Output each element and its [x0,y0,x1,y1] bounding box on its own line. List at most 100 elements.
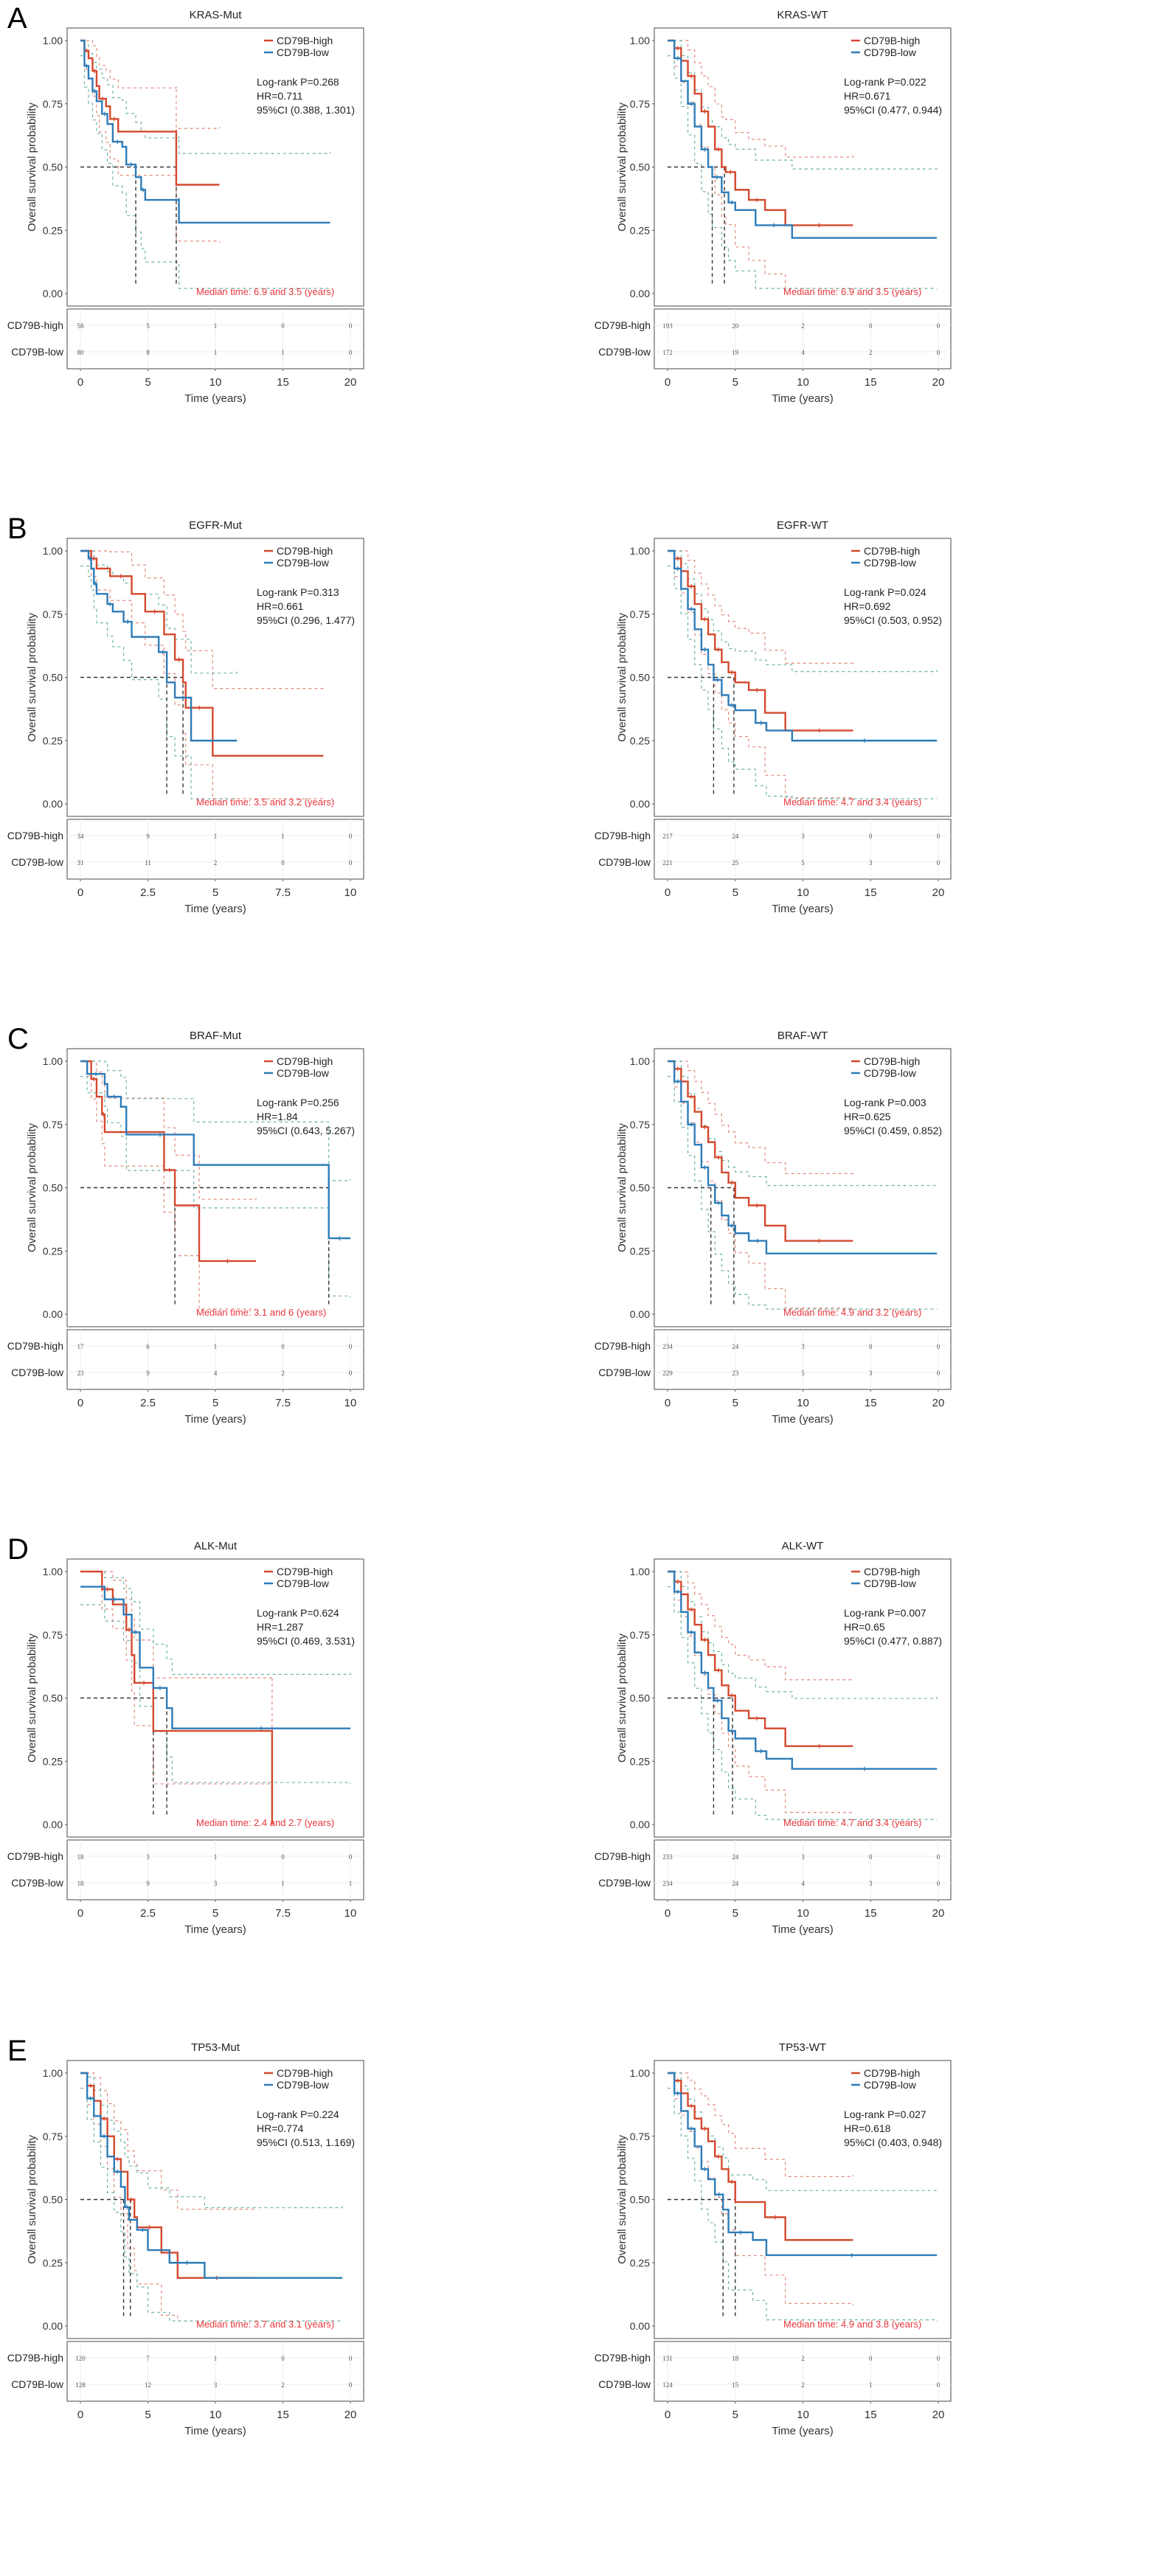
x-tick-label: 20 [932,1907,945,1920]
y-tick-label: 0.75 [630,2131,650,2142]
x-tick-label: 15 [865,376,877,389]
y-tick-label: 1.00 [630,545,650,557]
y-tick-label: 0.50 [630,672,650,684]
y-tick-label: 1.00 [630,2067,650,2079]
y-axis-label: Overall survival probability [616,1122,628,1252]
stat-line: Log-rank P=0.268 [257,76,339,88]
risk-count: 6 [146,1343,150,1350]
panel-letter: E [7,2035,27,2067]
low-ci-upper [80,2072,343,2209]
y-tick-label: 0.75 [43,2131,63,2142]
km-curve-high [668,2072,853,2241]
legend-label: CD79B-low [864,2079,917,2091]
low-ci-lower [668,565,938,799]
y-tick-label: 0.00 [630,1308,650,1320]
low-ci-lower [668,1586,938,1820]
stat-line: Log-rank P=0.313 [257,586,339,598]
legend-label: CD79B-high [277,1055,333,1067]
plot-frame [66,538,364,817]
y-tick-label: 0.75 [630,1119,650,1131]
y-tick-label: 0.00 [43,1819,63,1830]
risk-row-label: CD79B-high [595,1340,651,1352]
stat-line: Log-rank P=0.022 [844,76,926,88]
x-tick-label: 20 [932,376,945,389]
risk-count: 0 [281,1853,285,1861]
y-tick-label: 0.00 [43,798,63,810]
x-tick-label: 5 [732,376,738,389]
y-tick-label: 0.00 [630,288,650,299]
stat-line: 95%CI (0.477, 0.887) [844,1635,942,1647]
x-tick-label: 0 [77,376,83,389]
risk-count: 0 [281,2355,285,2362]
risk-count: 193 [662,322,673,330]
risk-row-label: CD79B-low [598,856,651,868]
y-tick-label: 0.00 [43,1308,63,1320]
risk-count: 0 [937,859,941,867]
median-time-label: Median time: 4.7 and 3.4 (years) [783,796,921,808]
risk-row-label: CD79B-low [11,856,64,868]
low-ci-lower [668,1075,938,1310]
risk-count: 4 [801,1880,805,1887]
stat-line: HR=1.287 [257,1621,304,1633]
median-time-label: Median time: 2.4 and 2.7 (years) [196,1817,334,1828]
y-axis-label: Overall survival probability [26,2134,38,2264]
plot-title: ALK-WT [782,1540,824,1552]
risk-count: 128 [75,2381,86,2389]
plot-title: BRAF-Mut [190,1030,242,1042]
risk-count: 0 [937,322,941,330]
x-tick-label: 10 [797,2409,809,2421]
y-tick-label: 0.25 [43,2257,63,2268]
y-tick-label: 0.75 [630,98,650,110]
risk-row-label: CD79B-low [598,346,651,358]
risk-count: 0 [937,1880,941,1887]
risk-count: 1 [349,1880,353,1887]
plot-title: EGFR-WT [777,519,828,532]
km-panel-kras-wt: KRAS-WT 0.00 0.25 0.50 0.75 1.00 Overall survi… [595,9,952,405]
risk-count: 0 [349,2355,353,2362]
y-tick-label: 0.25 [630,224,650,236]
risk-count: 11 [145,859,151,867]
risk-row-label: CD79B-low [11,346,64,358]
risk-count: 0 [349,2381,353,2389]
stat-line: HR=0.625 [844,1111,891,1122]
risk-count: 3 [214,2381,218,2389]
risk-count: 0 [869,833,873,840]
risk-row-label: CD79B-low [11,1877,64,1889]
risk-count: 2 [281,2381,285,2389]
stat-line: HR=0.671 [844,90,891,102]
risk-count: 24 [732,1853,739,1861]
risk-count: 4 [214,1369,218,1377]
high-ci-lower [80,1075,256,1310]
stat-line: HR=0.661 [257,600,304,612]
x-tick-label: 0 [77,1907,83,1920]
x-tick-label: 10 [344,1907,357,1920]
high-ci-upper [80,1060,257,1200]
high-ci-lower [80,1586,273,1820]
stat-line: Log-rank P=0.624 [257,1607,339,1619]
median-time-label: Median time: 6.9 and 3.5 (years) [196,286,334,297]
risk-count: 1 [281,833,285,840]
km-panel-braf-mut: C BRAF-Mut 0.00 0.25 0.50 0.75 1.00 Overall sur… [7,1023,364,1426]
risk-count: 124 [662,2381,673,2389]
risk-count: 1 [214,322,218,330]
low-ci-lower [80,2087,343,2322]
km-panel-kras-mut: A KRAS-Mut 0.00 0.25 0.50 0.75 1.00 Overall sur… [7,2,364,405]
risk-count: 0 [349,833,353,840]
risk-count: 217 [662,833,673,840]
km-panel-alk-wt: ALK-WT 0.00 0.25 0.50 0.75 1.00 Overall surviv… [595,1540,952,1936]
km-curve-high [80,39,220,186]
risk-count: 3 [801,833,805,840]
y-tick-label: 0.25 [630,2257,650,2268]
low-ci-upper [80,1060,351,1181]
plot-title: KRAS-Mut [190,9,243,21]
y-axis-label: Overall survival probability [616,102,628,232]
median-time-label: Median time: 3.5 and 3.2 (years) [196,796,334,808]
risk-count: 3 [146,1853,150,1861]
risk-count: 2 [801,322,805,330]
y-tick-label: 1.00 [630,1055,650,1067]
plot-title: TP53-Mut [191,2041,240,2054]
risk-count: 0 [869,1343,873,1350]
high-ci-upper [80,2072,257,2210]
median-time-label: Median time: 4.7 and 3.4 (years) [783,1817,921,1828]
risk-count: 3 [869,1369,873,1377]
